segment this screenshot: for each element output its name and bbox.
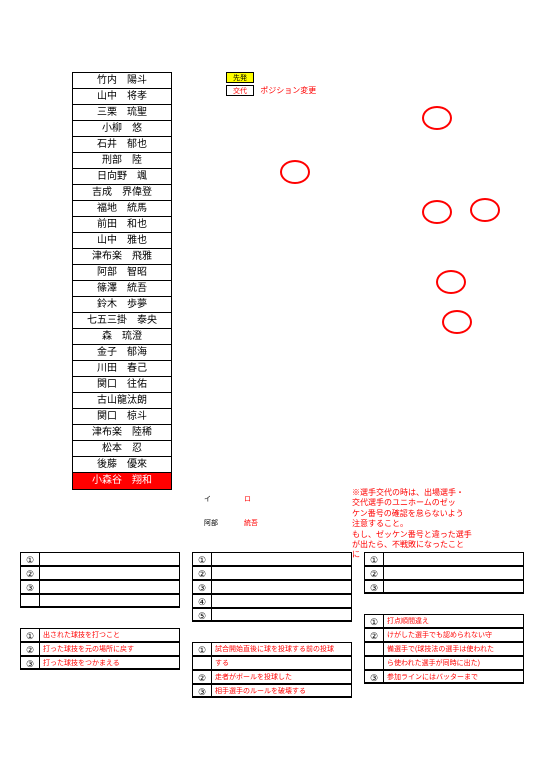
list-row: ③相手選手のルールを破壊する <box>192 684 352 698</box>
roster-row: 金子 郁海 <box>73 345 171 361</box>
roster-row: 七五三掛 泰央 <box>73 313 171 329</box>
roster-row: 津布楽 陸稀 <box>73 425 171 441</box>
position-circle <box>470 198 500 222</box>
roster-row: 石井 郁也 <box>73 137 171 153</box>
legend-box-red: 交代 <box>226 85 254 96</box>
column-1: ①②③ ①出された球技を打つこと②打った球技を元の場所に戻す③打った球技をつかまえ… <box>20 552 180 670</box>
warning-text: ※選手交代の時は、出場選手・交代選手のユニホームのゼッケン番号の確認を怠らないよ… <box>352 488 512 561</box>
list-row <box>20 594 180 608</box>
roster-row: 阿部 智昭 <box>73 265 171 281</box>
smallbox-row: イロ <box>200 494 310 506</box>
warning-line: もし、ゼッケン番号と違った選手 <box>352 530 512 540</box>
legend-item-2: 交代 ポジション変更 <box>226 85 316 96</box>
roster-row: 吉成 界偉登 <box>73 185 171 201</box>
list-row: ①試合開始直後に球を投球する前の投球 <box>192 642 352 656</box>
list-row: ③ <box>192 580 352 594</box>
list-row: ③ <box>20 580 180 594</box>
warning-line: 注意すること。 <box>352 519 512 529</box>
warning-line: ※選手交代の時は、出場選手・ <box>352 488 512 498</box>
warning-line: 交代選手のユニホームのゼッ <box>352 498 512 508</box>
roster-row: 後藤 優來 <box>73 457 171 473</box>
list-row: ① <box>20 552 180 566</box>
column-3: ①②③ ①打点順間違え②けがした選手でも認められない守備選手で(球技法の選手は使わ… <box>364 552 524 684</box>
list-row: ①打点順間違え <box>364 614 524 628</box>
position-circle <box>436 270 466 294</box>
small-table: イロ阿部統吾 <box>200 494 310 542</box>
list-row: 備選手で(球技法の選手は使われた <box>364 642 524 656</box>
list-row: する <box>192 656 352 670</box>
roster-row: 小森谷 翔和 <box>73 473 171 489</box>
column-2: ①②③④⑤ ①試合開始直後に球を投球する前の投球する②走者がボールを投球した③相手… <box>192 552 352 698</box>
legend-item-1: 先発 <box>226 72 316 83</box>
field-diagram <box>226 100 506 390</box>
list-row: ②打った球技を元の場所に戻す <box>20 642 180 656</box>
roster-row: 三栗 琉聖 <box>73 105 171 121</box>
roster-row: 日向野 颯 <box>73 169 171 185</box>
list-row: ら使われた選手が同時に出た) <box>364 656 524 670</box>
list-row: ③打った球技をつかまえる <box>20 656 180 670</box>
roster-row: 小柳 悠 <box>73 121 171 137</box>
legend: 先発 交代 ポジション変更 <box>226 72 316 98</box>
list-row: ③ <box>364 580 524 594</box>
list-row: ②けがした選手でも認められない守 <box>364 628 524 642</box>
legend-text: ポジション変更 <box>260 86 316 95</box>
warning-line: ケン番号の確認を怠らないよう <box>352 509 512 519</box>
smallbox-row <box>200 530 310 542</box>
list-row: ② <box>20 566 180 580</box>
smallbox-row: 阿部統吾 <box>200 518 310 530</box>
list-row: ① <box>192 552 352 566</box>
position-circle <box>422 200 452 224</box>
roster-row: 関口 往佑 <box>73 377 171 393</box>
roster-row: 津布楽 飛雅 <box>73 249 171 265</box>
legend-box-yellow: 先発 <box>226 72 254 83</box>
roster-row: 山中 将孝 <box>73 89 171 105</box>
position-circle <box>422 106 452 130</box>
roster-table: 竹内 陽斗山中 将孝三栗 琉聖小柳 悠石井 郁也刑部 陸日向野 颯吉成 界偉登福… <box>72 72 172 490</box>
roster-row: 鈴木 歩夢 <box>73 297 171 313</box>
position-circle <box>280 160 310 184</box>
list-row: ②走者がボールを投球した <box>192 670 352 684</box>
list-row: ② <box>364 566 524 580</box>
list-row: ③参加ラインにはバッターまで <box>364 670 524 684</box>
roster-row: 川田 春己 <box>73 361 171 377</box>
roster-row: 松本 忍 <box>73 441 171 457</box>
list-row: ② <box>192 566 352 580</box>
roster-row: 山中 雅也 <box>73 233 171 249</box>
roster-row: 前田 和也 <box>73 217 171 233</box>
smallbox-row <box>200 506 310 518</box>
roster-row: 福地 統馬 <box>73 201 171 217</box>
roster-row: 古山龍汰朗 <box>73 393 171 409</box>
roster-row: 竹内 陽斗 <box>73 73 171 89</box>
roster-row: 関口 椋斗 <box>73 409 171 425</box>
position-circle <box>442 310 472 334</box>
warning-line: が出たら、不戦敗になったこと <box>352 540 512 550</box>
roster-row: 刑部 陸 <box>73 153 171 169</box>
roster-row: 森 琉澄 <box>73 329 171 345</box>
list-row: ① <box>364 552 524 566</box>
list-row: ⑤ <box>192 608 352 622</box>
roster-row: 篠澤 統吾 <box>73 281 171 297</box>
list-row: ④ <box>192 594 352 608</box>
list-row: ①出された球技を打つこと <box>20 628 180 642</box>
